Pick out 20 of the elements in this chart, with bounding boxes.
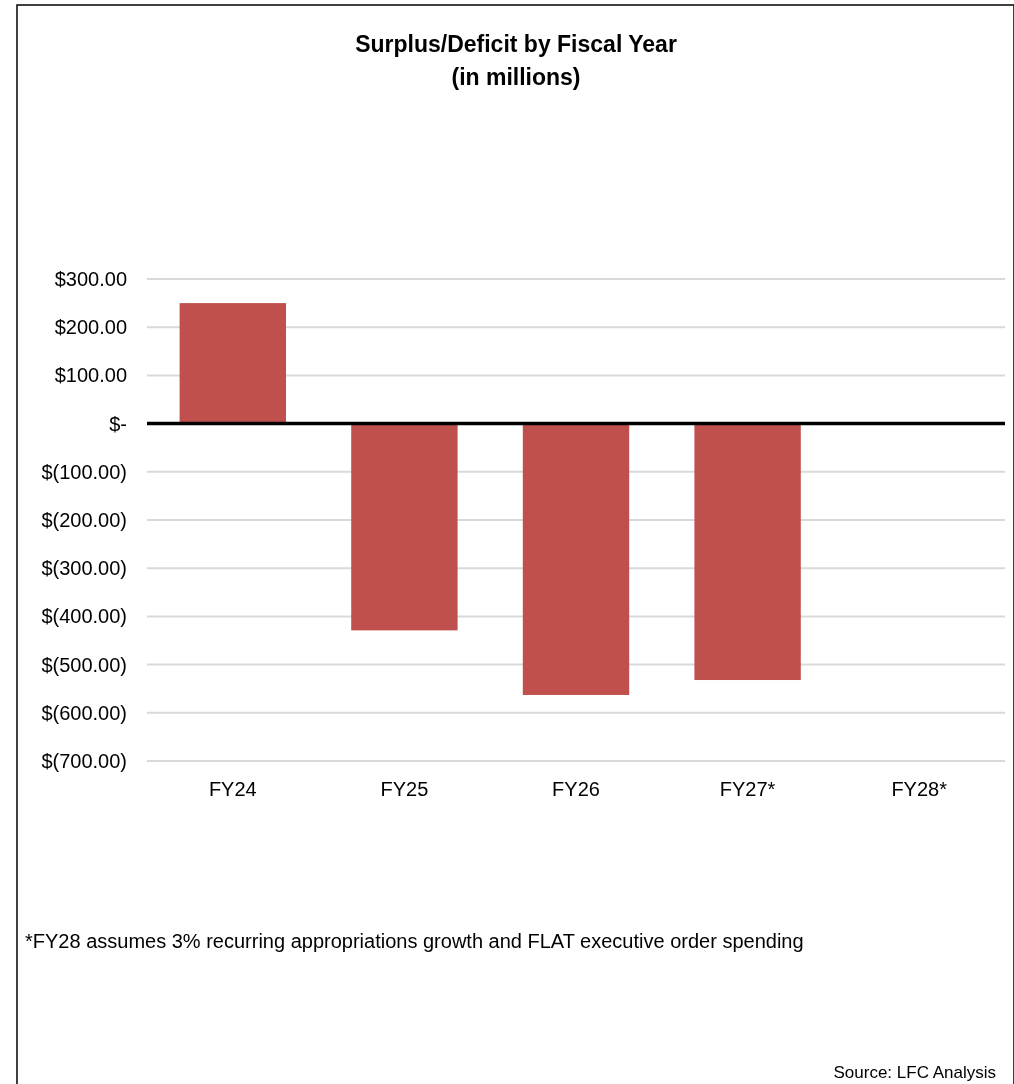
text: *FY28 assumes 3% recurring appropriations growth and FLAT executive order spending	[25, 930, 804, 952]
x-tick-label: FY28*	[891, 778, 948, 800]
chart-title: Surplus/Deficit by Fiscal Year	[355, 31, 677, 57]
y-tick-label: $(100.00)	[41, 460, 127, 483]
x-tick-label: FY24	[208, 778, 257, 800]
chart-subtitle: (in millions)	[451, 64, 581, 90]
source-note: Source: LFC Analysis	[833, 1063, 996, 1082]
y-tick-label: $-	[109, 412, 127, 435]
y-tick-label: $(400.00)	[41, 605, 127, 628]
y-tick-label: $(700.00)	[41, 750, 127, 772]
y-tick-label: $200.00	[54, 316, 127, 339]
y-tick-label: $300.00	[54, 268, 127, 290]
y-tick-label: $(200.00)	[41, 509, 127, 531]
y-tick-label: $(600.00)	[41, 701, 127, 724]
x-tick-label: FY25	[380, 778, 429, 800]
y-tick-label: $(500.00)	[41, 653, 127, 676]
x-tick-label: FY27*	[719, 778, 776, 800]
x-tick-label: FY26	[552, 778, 600, 800]
y-tick-label: $100.00	[54, 364, 127, 387]
y-tick-label: $(300.00)	[41, 557, 127, 580]
